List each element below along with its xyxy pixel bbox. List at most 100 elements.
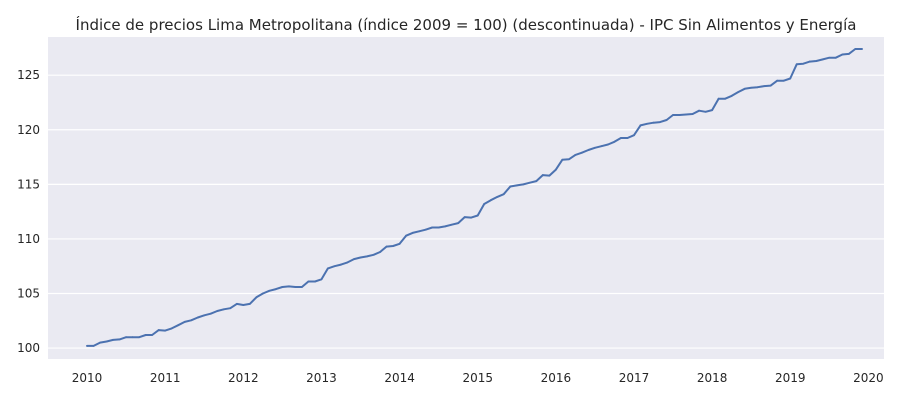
data-point bbox=[470, 216, 473, 219]
data-point bbox=[698, 109, 700, 112]
data-points bbox=[86, 48, 863, 347]
data-point bbox=[242, 304, 245, 306]
data-point bbox=[652, 121, 655, 124]
data-point bbox=[587, 149, 590, 151]
x-tick-label: 2014 bbox=[384, 371, 415, 385]
data-point bbox=[125, 336, 128, 339]
data-point bbox=[659, 121, 661, 124]
data-point bbox=[496, 196, 499, 198]
data-point bbox=[196, 316, 199, 319]
data-point bbox=[782, 79, 785, 82]
data-point bbox=[314, 280, 316, 283]
data-point bbox=[515, 184, 518, 187]
data-point bbox=[190, 319, 193, 322]
data-point bbox=[854, 48, 857, 50]
y-tick-label: 120 bbox=[17, 123, 40, 137]
x-tick-label: 2016 bbox=[541, 371, 572, 385]
data-point bbox=[821, 58, 824, 61]
data-point bbox=[340, 263, 342, 266]
data-point bbox=[750, 86, 753, 89]
data-point bbox=[398, 242, 401, 245]
data-point bbox=[157, 329, 160, 331]
data-point bbox=[170, 327, 173, 330]
data-point bbox=[561, 158, 564, 161]
data-point bbox=[255, 296, 258, 299]
data-point bbox=[99, 341, 102, 344]
x-tick-label: 2011 bbox=[150, 371, 181, 385]
data-point bbox=[685, 113, 687, 116]
y-tick-label: 125 bbox=[17, 68, 40, 82]
data-point bbox=[672, 114, 674, 116]
x-tick-label: 2012 bbox=[228, 371, 259, 385]
data-point bbox=[567, 158, 570, 161]
data-point bbox=[248, 302, 251, 305]
data-point bbox=[424, 228, 427, 231]
data-point bbox=[144, 334, 147, 336]
data-point bbox=[275, 288, 277, 291]
y-gridlines bbox=[48, 74, 884, 349]
series-line bbox=[86, 48, 863, 347]
data-point bbox=[522, 183, 525, 186]
data-point bbox=[743, 87, 746, 90]
data-point bbox=[620, 137, 622, 139]
y-tick-label: 115 bbox=[17, 177, 40, 191]
data-point bbox=[118, 338, 121, 341]
data-point bbox=[483, 203, 486, 205]
data-point bbox=[411, 232, 414, 234]
data-point bbox=[476, 214, 479, 217]
data-point bbox=[307, 280, 310, 283]
data-point bbox=[717, 97, 720, 100]
data-point bbox=[366, 255, 368, 258]
data-point bbox=[437, 226, 440, 229]
data-point bbox=[646, 122, 648, 125]
data-point bbox=[847, 53, 850, 55]
data-point bbox=[463, 216, 466, 219]
data-point bbox=[528, 181, 531, 184]
data-point bbox=[105, 340, 108, 343]
y-axis-ticks: 100 105 110 115 120 125 bbox=[17, 68, 40, 355]
data-point bbox=[763, 85, 766, 88]
data-point bbox=[353, 258, 355, 261]
data-point bbox=[554, 168, 557, 171]
data-point bbox=[574, 153, 577, 156]
data-point bbox=[678, 114, 681, 116]
data-point bbox=[301, 286, 303, 288]
plot-area bbox=[48, 37, 884, 359]
data-point bbox=[183, 320, 186, 323]
data-point bbox=[548, 174, 551, 177]
x-tick-label: 2018 bbox=[697, 371, 728, 385]
data-point bbox=[320, 278, 323, 281]
data-point bbox=[633, 134, 635, 137]
data-point bbox=[138, 336, 141, 339]
x-axis-ticks: 2010 2011 2012 2013 2014 2015 2016 2017 2018 2019… bbox=[72, 371, 884, 385]
x-tick-label: 2013 bbox=[306, 371, 337, 385]
data-point bbox=[607, 143, 609, 146]
data-point bbox=[489, 199, 492, 202]
x-tick-label: 2015 bbox=[462, 371, 493, 385]
data-point bbox=[808, 60, 811, 63]
y-tick-label: 110 bbox=[17, 232, 40, 246]
data-point bbox=[131, 336, 134, 339]
data-point bbox=[639, 124, 642, 127]
data-point bbox=[737, 91, 740, 94]
data-point bbox=[594, 146, 596, 149]
data-point bbox=[235, 302, 238, 305]
data-point bbox=[450, 223, 453, 226]
data-point bbox=[177, 324, 180, 327]
data-point bbox=[92, 345, 95, 347]
data-point bbox=[860, 48, 863, 50]
data-point bbox=[209, 312, 212, 315]
data-point bbox=[392, 245, 395, 247]
data-point bbox=[613, 140, 616, 143]
data-point bbox=[776, 79, 779, 82]
data-point bbox=[626, 137, 629, 139]
data-point bbox=[769, 84, 772, 87]
data-point bbox=[457, 222, 460, 225]
x-tick-label: 2017 bbox=[619, 371, 650, 385]
data-point bbox=[756, 86, 759, 89]
data-point bbox=[229, 307, 232, 310]
data-point bbox=[431, 226, 434, 229]
data-point bbox=[730, 95, 733, 97]
data-point bbox=[704, 110, 707, 113]
data-point bbox=[724, 97, 727, 100]
